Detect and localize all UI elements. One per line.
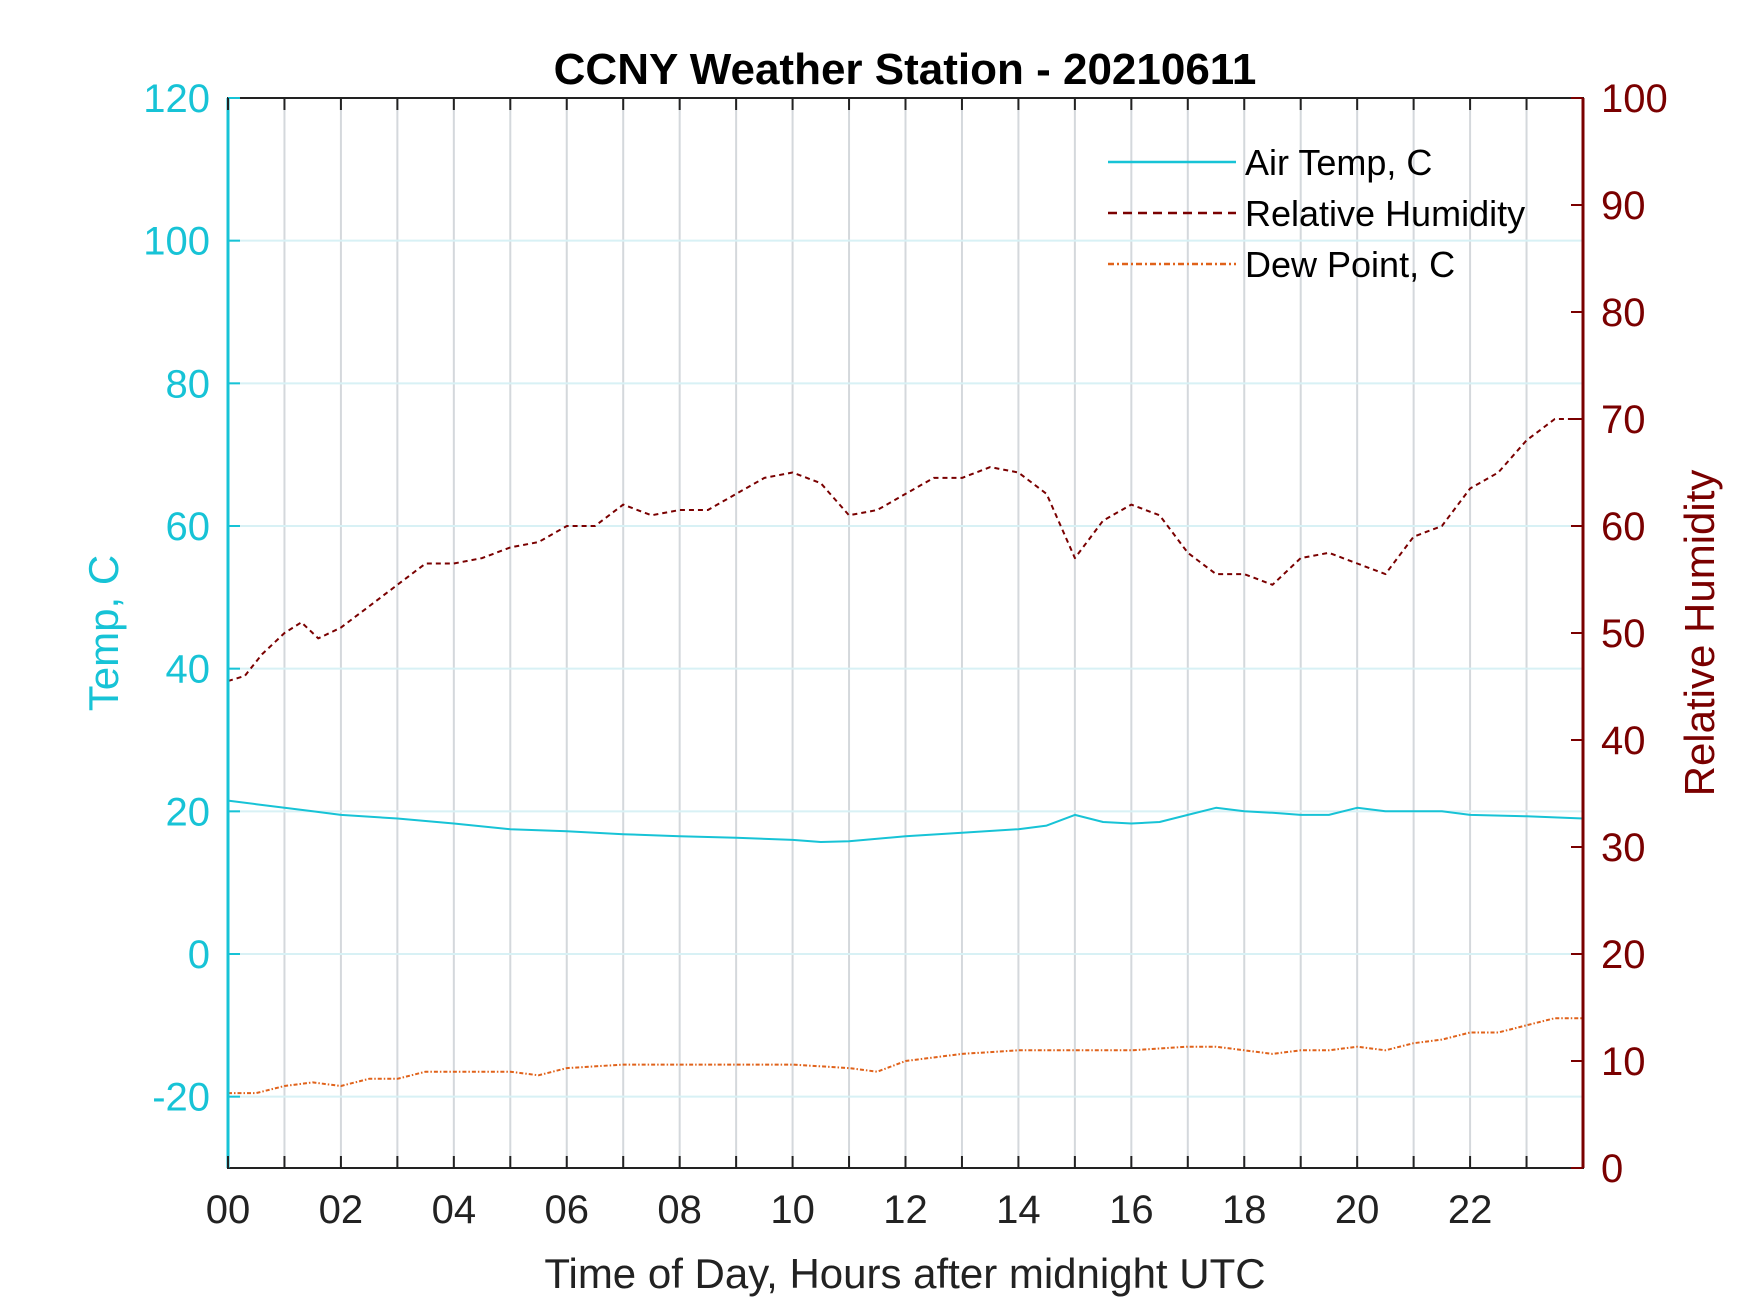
chart-title: CCNY Weather Station - 20210611 bbox=[554, 45, 1257, 94]
x-axis-label: Time of Day, Hours after midnight UTC bbox=[544, 1250, 1265, 1297]
series-line-relative-humidity bbox=[227, 418, 1583, 683]
right-axis-label: Relative Humidity bbox=[1676, 470, 1723, 797]
left-tick-label: 100 bbox=[143, 220, 210, 264]
x-tick-label: 14 bbox=[996, 1188, 1041, 1232]
left-tick-label: -20 bbox=[152, 1076, 210, 1120]
legend: Air Temp, C Relative Humidity Dew Point,… bbox=[1108, 142, 1525, 285]
grid-lines bbox=[228, 98, 1583, 1168]
x-tick-label: 16 bbox=[1109, 1188, 1154, 1232]
right-tick-label: 0 bbox=[1601, 1147, 1623, 1191]
x-tick-label: 10 bbox=[770, 1188, 815, 1232]
legend-label-relative-humidity: Relative Humidity bbox=[1245, 193, 1525, 234]
left-tick-label: 20 bbox=[166, 790, 211, 834]
left-axis-label: Temp, C bbox=[80, 555, 127, 711]
right-tick-label: 20 bbox=[1601, 933, 1646, 977]
x-tick-label: 02 bbox=[319, 1188, 364, 1232]
right-tick-label: 80 bbox=[1601, 291, 1646, 335]
series-line-air-temp bbox=[227, 799, 1584, 843]
right-tick-label: 100 bbox=[1601, 77, 1668, 121]
x-tick-label: 12 bbox=[883, 1188, 928, 1232]
right-tick-label: 40 bbox=[1601, 719, 1646, 763]
right-tick-label: 70 bbox=[1601, 398, 1646, 442]
right-tick-label: 50 bbox=[1601, 612, 1646, 656]
series-line-dew-point bbox=[228, 1017, 1583, 1095]
right-tick-label: 60 bbox=[1601, 505, 1646, 549]
x-tick-label: 22 bbox=[1448, 1188, 1493, 1232]
series-layer bbox=[227, 418, 1584, 1095]
x-tick-label: 00 bbox=[206, 1188, 251, 1232]
right-tick-label: 90 bbox=[1601, 184, 1646, 228]
left-y-axis: -20 0 20 40 60 80 100 120 bbox=[143, 77, 240, 1168]
x-tick-label: 18 bbox=[1222, 1188, 1267, 1232]
x-tick-label: 06 bbox=[545, 1188, 590, 1232]
x-tick-label: 04 bbox=[432, 1188, 477, 1232]
x-tick-label: 20 bbox=[1335, 1188, 1380, 1232]
left-tick-label: 120 bbox=[143, 77, 210, 121]
left-tick-label: 40 bbox=[166, 648, 211, 692]
legend-label-dew-point: Dew Point, C bbox=[1245, 244, 1455, 285]
x-tick-label: 08 bbox=[657, 1188, 702, 1232]
x-axis: 00 02 04 06 08 10 12 14 16 18 20 22 bbox=[206, 98, 1528, 1232]
legend-label-air-temp: Air Temp, C bbox=[1245, 142, 1432, 183]
right-tick-label: 30 bbox=[1601, 826, 1646, 870]
left-tick-label: 60 bbox=[166, 505, 211, 549]
right-tick-label: 10 bbox=[1601, 1040, 1646, 1084]
left-tick-label: 80 bbox=[166, 362, 211, 406]
left-tick-label: 0 bbox=[188, 933, 210, 977]
right-y-axis: 0 10 20 30 40 50 60 70 80 90 100 bbox=[1571, 77, 1668, 1191]
